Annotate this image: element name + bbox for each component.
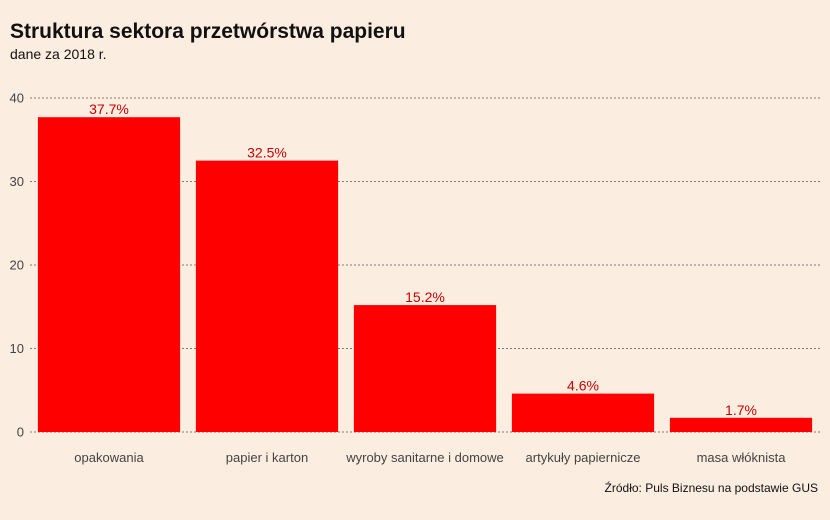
bar <box>511 393 655 432</box>
data-label: 4.6% <box>567 378 599 394</box>
x-axis-labels: opakowania papier i karton wyroby sanitarn… <box>74 450 786 465</box>
bar <box>195 160 339 432</box>
x-tick-label: masa włóknista <box>697 450 787 465</box>
data-label: 37.7% <box>89 101 129 117</box>
x-tick-label: wyroby sanitarne i domowe <box>345 450 504 465</box>
bars <box>37 117 813 432</box>
y-tick-label: 20 <box>10 258 24 273</box>
data-label: 32.5% <box>247 145 287 161</box>
bar <box>669 417 813 432</box>
bar <box>353 305 497 432</box>
chart-subtitle: dane za 2018 r. <box>10 46 107 62</box>
data-label: 1.7% <box>725 402 757 418</box>
x-tick-label: artykuły papiernicze <box>526 450 641 465</box>
y-tick-label: 0 <box>17 425 24 440</box>
bar <box>37 117 181 432</box>
chart-title: Struktura sektora przetwórstwa papieru <box>10 20 406 43</box>
data-label: 15.2% <box>405 289 445 305</box>
x-tick-label: opakowania <box>74 450 144 465</box>
y-tick-label: 10 <box>10 341 24 356</box>
y-tick-label: 30 <box>10 174 24 189</box>
source-note: Źródło: Puls Biznesu na podstawie GUS <box>604 481 818 495</box>
y-axis-ticks: 0 10 20 30 40 <box>10 91 24 440</box>
data-labels: 37.7% 32.5% 15.2% 4.6% 1.7% <box>89 101 757 418</box>
y-tick-label: 40 <box>10 91 24 106</box>
x-tick-label: papier i karton <box>226 450 308 465</box>
